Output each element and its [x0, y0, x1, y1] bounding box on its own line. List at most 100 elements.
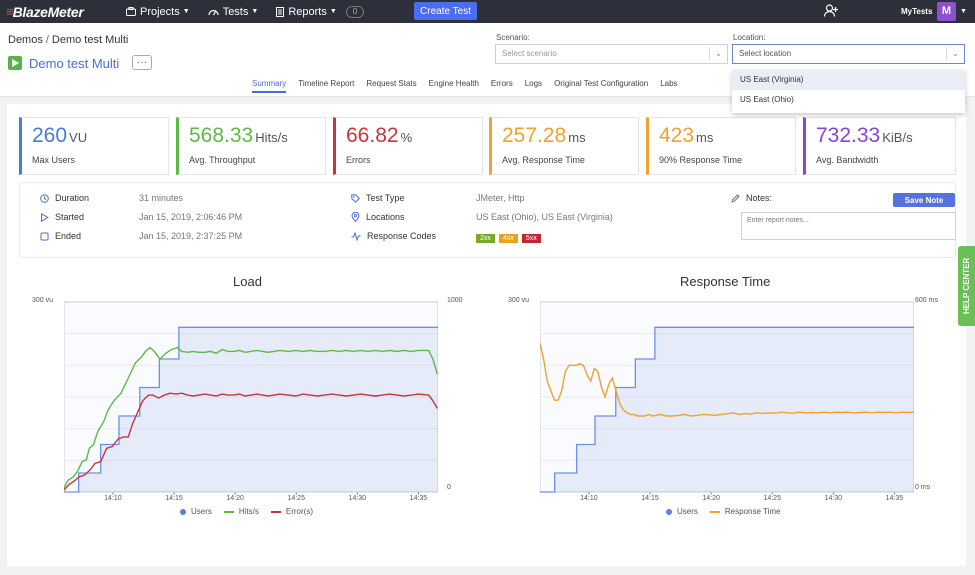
kpi-label: 90% Response Time	[659, 155, 743, 165]
tab-errors[interactable]: Errors	[490, 79, 513, 88]
save-note-button[interactable]: Save Note	[893, 193, 955, 207]
breadcrumb-root[interactable]: Demos	[8, 34, 43, 46]
summary-content: 260 VU Max Users 568.33 Hits/s Avg. Throug…	[7, 104, 966, 566]
kpi-number: 260	[32, 124, 68, 147]
x-tick-label: 14:25	[287, 495, 305, 500]
duration-row: Duration	[40, 193, 89, 203]
scenario-select[interactable]: Select scenario ⌄	[495, 44, 728, 64]
legend-label: Error(s)	[285, 507, 313, 516]
kpi-label: Max Users	[32, 155, 76, 165]
tab-engine-health[interactable]: Engine Health	[428, 79, 479, 88]
tab-labs[interactable]: Labs	[660, 79, 678, 88]
reports-menu[interactable]: Reports ▼ 0	[276, 5, 365, 18]
ended-value: Jan 15, 2019, 2:37:25 PM	[139, 231, 243, 241]
projects-menu[interactable]: Projects ▼	[126, 6, 190, 18]
legend-users[interactable]: Users	[666, 507, 698, 516]
x-tick-label: 14:10	[580, 495, 598, 500]
test-info-panel: Duration 31 minutes Started Jan 15, 2019…	[19, 182, 956, 258]
locations-label: Locations	[366, 212, 405, 222]
pencil-icon	[731, 193, 740, 203]
kpi-value: 66.82%	[346, 124, 412, 148]
load-chart-legend: Users Hits/s Error(s)	[180, 507, 325, 516]
kpi-90-response-time: 423 ms 90% Response Time	[646, 117, 796, 175]
tab-timeline-report[interactable]: Timeline Report	[298, 79, 355, 88]
create-test-button[interactable]: Create Test	[414, 2, 477, 20]
locations-row: Locations	[351, 212, 405, 222]
projects-label: Projects	[140, 5, 180, 18]
users-line	[540, 326, 914, 493]
load-y-right-bottom: 0	[447, 484, 451, 491]
kpi-label: Avg. Throughput	[189, 155, 256, 165]
users-line	[64, 326, 438, 493]
help-center-tab[interactable]: HELP CENTER	[958, 246, 975, 326]
report-tabs: Summary Timeline Report Request Stats En…	[252, 79, 690, 93]
test-type-label: Test Type	[366, 193, 405, 203]
x-tick-label: 14:20	[226, 495, 244, 500]
clock-icon	[40, 193, 49, 203]
tests-menu[interactable]: Tests ▼	[208, 5, 258, 18]
badge-5xx[interactable]: 5xx	[521, 234, 541, 243]
kpi-label: Errors	[346, 155, 371, 165]
blazemeter-logo[interactable]: ≡ BlazeMeter	[6, 4, 114, 20]
badge-2xx[interactable]: 2xx	[476, 234, 495, 243]
legend-hits[interactable]: Hits/s	[223, 507, 259, 516]
legend-dot	[666, 508, 672, 515]
legend-line	[709, 510, 720, 513]
tests-label: Tests	[222, 5, 249, 18]
notes-row: Notes:	[731, 193, 772, 203]
location-option-ohio[interactable]: US East (Ohio)	[740, 95, 794, 104]
kpi-value: 257.28 ms	[502, 124, 586, 148]
pulse-icon	[351, 231, 361, 241]
chevron-down-icon[interactable]: ▼	[960, 8, 967, 15]
badge-4xx[interactable]: 4xx	[498, 234, 518, 243]
kpi-unit: Hits/s	[255, 130, 288, 145]
kpi-errors: 66.82% Errors	[333, 117, 483, 175]
reports-count-badge: 0	[345, 5, 365, 18]
response-codes-label: Response Codes	[367, 231, 437, 241]
legend-label: Users	[677, 507, 698, 516]
add-user-icon[interactable]	[823, 4, 838, 20]
notes-input[interactable]	[741, 212, 956, 240]
started-label: Started	[55, 212, 85, 222]
reports-label: Reports	[288, 5, 327, 18]
location-label: Location:	[733, 33, 766, 42]
response-codes-row: Response Codes	[351, 231, 436, 241]
kpi-value: 260 VU	[32, 124, 87, 148]
location-select[interactable]: Select location ⌄	[732, 44, 965, 64]
load-y-left-label: 300 vu	[32, 297, 54, 304]
breadcrumb-current[interactable]: Demo test Multi	[51, 34, 129, 46]
x-tick-label: 14:35	[886, 495, 904, 500]
more-options-button[interactable]: ···	[132, 55, 152, 70]
response-chart-legend: Users Response Time	[666, 507, 792, 516]
location-option-virginia[interactable]: US East (Virginia)	[732, 70, 965, 90]
tab-summary[interactable]: Summary	[252, 79, 287, 93]
kpi-number: 66.82	[346, 124, 399, 147]
started-row: Started	[40, 212, 84, 222]
x-tick-label: 14:20	[702, 495, 720, 500]
x-tick-label: 14:15	[641, 495, 659, 500]
kpi-number: 257.28	[502, 124, 567, 147]
locations-value: US East (Ohio), US East (Virginia)	[476, 212, 613, 222]
run-test-button[interactable]	[8, 56, 22, 70]
briefcase-icon	[126, 7, 136, 16]
kpi-label: Avg. Response Time	[502, 155, 585, 165]
response-y-right-top: 600 ms	[915, 297, 938, 304]
legend-errors[interactable]: Error(s)	[270, 507, 313, 516]
legend-users[interactable]: Users	[180, 507, 212, 516]
play-outline-icon	[41, 212, 49, 222]
legend-response-time[interactable]: Response Time	[709, 507, 780, 516]
started-value: Jan 15, 2019, 2:06:46 PM	[139, 212, 243, 222]
kpi-number: 732.33	[816, 124, 881, 147]
avatar[interactable]: M	[937, 2, 956, 21]
breadcrumb: Demos / Demo test Multi	[8, 34, 129, 46]
tab-request-stats[interactable]: Request Stats	[366, 79, 417, 88]
document-icon	[276, 6, 285, 17]
tab-original-test-configuration[interactable]: Original Test Configuration	[554, 79, 649, 88]
chevron-down-icon: ⌄	[946, 47, 964, 61]
response-chart-title: Response Time	[680, 274, 771, 289]
tab-logs[interactable]: Logs	[524, 79, 543, 88]
kpi-value: 568.33 Hits/s	[189, 124, 288, 148]
mytests-link[interactable]: MyTests	[901, 7, 933, 16]
scenario-placeholder: Select scenario	[502, 49, 557, 58]
chevron-down-icon: ▼	[182, 8, 190, 15]
